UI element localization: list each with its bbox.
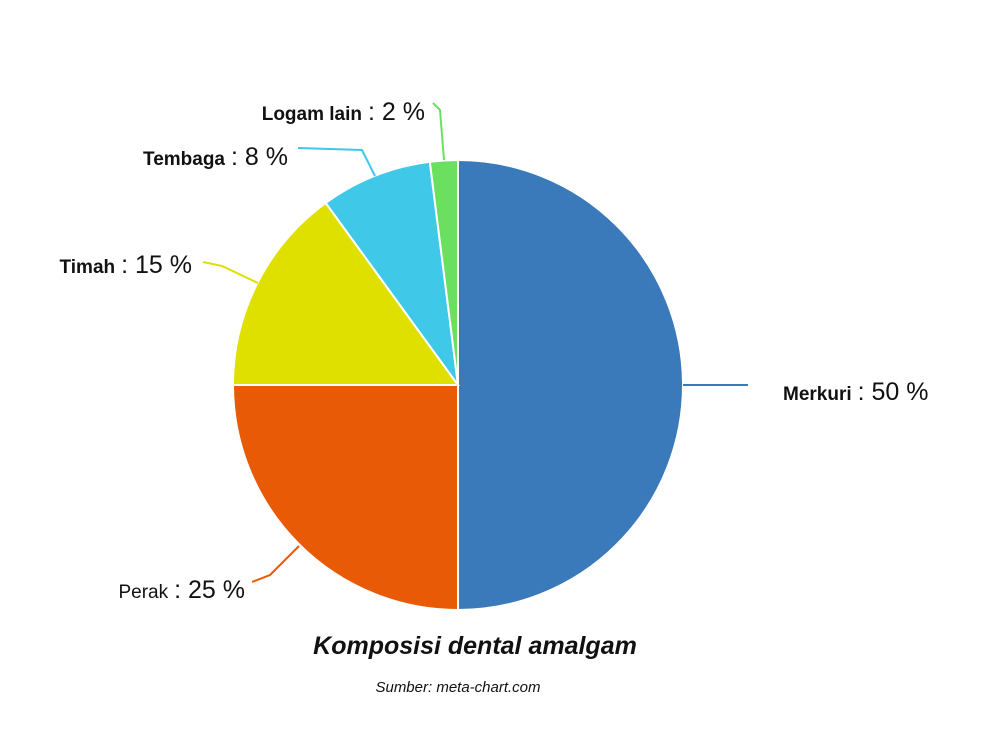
- slice-name: Perak: [118, 582, 168, 603]
- pie-slice: [428, 158, 459, 386]
- chart-source: Sumber: meta-chart.com: [375, 679, 540, 696]
- pie-slice: [231, 384, 459, 612]
- leader-line: [202, 261, 259, 284]
- slice-value: : 2 %: [368, 98, 425, 126]
- slice-label: Tembaga : 8 %: [143, 143, 288, 171]
- slice-value: : 8 %: [231, 143, 288, 171]
- slice-name: Merkuri: [783, 384, 852, 405]
- slice-value: : 50 %: [858, 378, 929, 406]
- slice-name: Tembaga: [143, 149, 225, 170]
- slice-label: Logam lain : 2 %: [262, 98, 425, 126]
- chart-title: Komposisi dental amalgam: [313, 632, 637, 660]
- leader-line: [251, 545, 300, 583]
- slice-label: Timah: 15 %: [60, 251, 192, 279]
- leader-line: [432, 102, 445, 161]
- slice-name: Timah: [60, 257, 116, 278]
- slice-label: Merkuri : 50 %: [783, 378, 929, 406]
- leader-line: [297, 147, 376, 177]
- slice-value: : 25 %: [174, 576, 245, 604]
- pie-slice: [457, 158, 684, 612]
- slice-name: Logam lain: [262, 104, 362, 125]
- slice-value: : 15 %: [121, 251, 192, 279]
- slice-label: Perak : 25 %: [118, 576, 245, 604]
